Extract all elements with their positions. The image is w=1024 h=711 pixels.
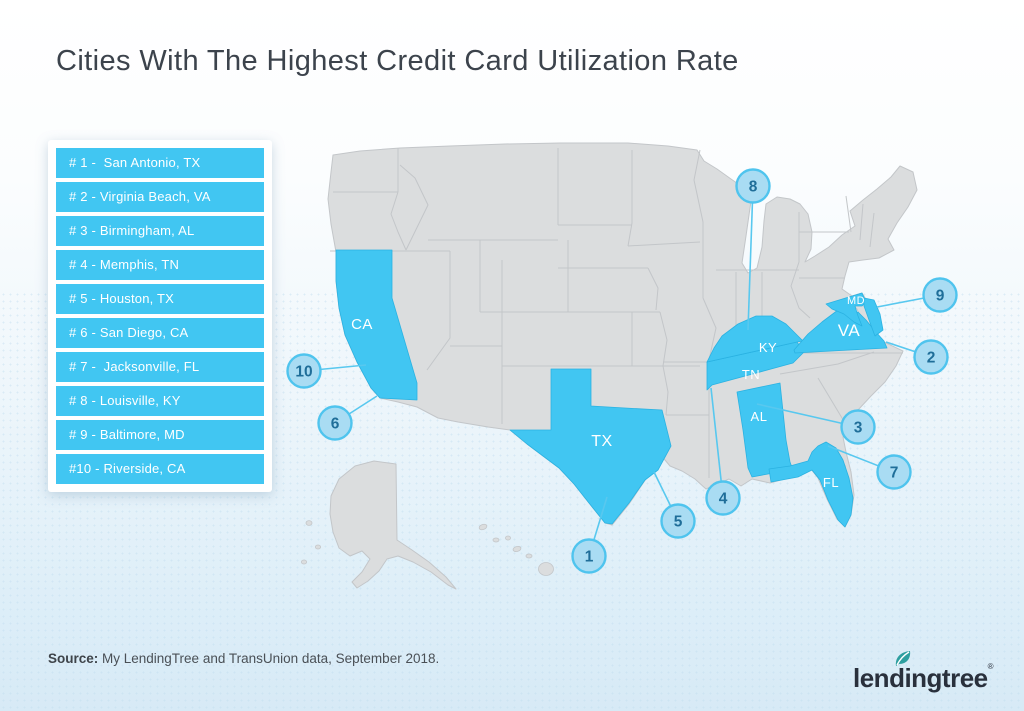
marker-line-4 [710, 387, 724, 499]
map-label-ky: KY [759, 340, 777, 355]
map-label-md: MD [847, 295, 865, 307]
us-map: CA TX TN KY AL FL VA MD 1 2 3 4 5 6 7 8 9 10 [285, 130, 960, 615]
highlighted-states-layer [335, 249, 888, 528]
ranking-row-8: # 8 - Louisville, KY [56, 386, 264, 416]
state-tx [509, 368, 672, 525]
ranking-row-7: # 7 - Jacksonville, FL [56, 352, 264, 382]
marker-number-9: 9 [936, 288, 945, 305]
map-label-fl: FL [823, 475, 839, 490]
map-label-tn: TN [742, 367, 760, 382]
hawaii-islands [478, 523, 554, 576]
marker-circle-5 [660, 503, 696, 539]
ranking-panel: # 1 - San Antonio, TX # 2 - Virginia Beac… [48, 140, 272, 492]
marker-circle-10 [286, 353, 322, 389]
ranking-row-6: # 6 - San Diego, CA [56, 318, 264, 348]
state-labels-layer: CA TX TN KY AL FL VA MD [351, 295, 865, 490]
marker-circle-3 [840, 409, 876, 445]
marker-number-7: 7 [890, 465, 899, 482]
marker-number-10: 10 [295, 364, 312, 381]
map-label-al: AL [751, 409, 768, 424]
marker-number-3: 3 [854, 420, 863, 437]
state-ca [335, 249, 418, 401]
lendingtree-logo: lendingtree® [845, 650, 994, 698]
marker-number-5: 5 [674, 514, 683, 531]
marker-circle-9 [922, 277, 958, 313]
ranking-row-10: #10 - Riverside, CA [56, 454, 264, 484]
us-map-svg: CA TX TN KY AL FL VA MD 1 2 3 4 5 6 7 8 9 10 [286, 142, 958, 590]
ranking-row-3: # 3 - Birmingham, AL [56, 216, 264, 246]
marker-number-4: 4 [719, 491, 728, 508]
marker-number-2: 2 [927, 350, 936, 367]
page-title: Cities With The Highest Credit Card Util… [56, 45, 739, 78]
source-label: Source: [48, 651, 99, 666]
ranking-row-1: # 1 - San Antonio, TX [56, 148, 264, 178]
map-markers-layer: 1 2 3 4 5 6 7 8 9 10 [286, 168, 958, 574]
marker-number-1: 1 [585, 549, 594, 566]
ranking-row-2: # 2 - Virginia Beach, VA [56, 182, 264, 212]
ranking-row-4: # 4 - Memphis, TN [56, 250, 264, 280]
map-label-tx: TX [591, 433, 612, 450]
marker-number-6: 6 [331, 416, 340, 433]
state-md-eastern-shore [863, 297, 884, 337]
marker-circle-2 [913, 339, 949, 375]
state-va [793, 305, 888, 354]
logo-wordmark: lendingtree® [853, 662, 994, 693]
aleutian-islands [300, 520, 321, 565]
ranking-row-5: # 5 - Houston, TX [56, 284, 264, 314]
ranking-row-9: # 9 - Baltimore, MD [56, 420, 264, 450]
state-borders-layer [330, 148, 903, 478]
marker-circle-8 [735, 168, 771, 204]
state-fl [768, 441, 854, 528]
map-label-ca: CA [351, 316, 373, 333]
marker-circle-6 [317, 405, 353, 441]
registered-mark: ® [987, 662, 994, 671]
alaska [329, 460, 457, 590]
marker-circle-4 [705, 480, 741, 516]
source-note: Source: My LendingTree and TransUnion da… [48, 651, 439, 666]
source-text: My LendingTree and TransUnion data, Sept… [98, 651, 440, 666]
leaf-icon [895, 651, 911, 666]
marker-number-8: 8 [749, 179, 758, 196]
marker-line-8 [747, 185, 754, 331]
map-label-va: VA [838, 321, 861, 340]
marker-circle-7 [876, 454, 912, 490]
marker-circle-1 [571, 538, 607, 574]
state-ky [706, 315, 804, 363]
